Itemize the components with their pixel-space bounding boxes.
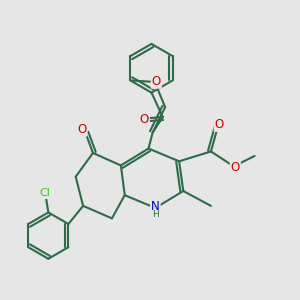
- Text: O: O: [231, 161, 240, 174]
- Text: O: O: [214, 118, 224, 131]
- Text: H: H: [153, 210, 159, 219]
- Text: N: N: [151, 200, 160, 213]
- Text: O: O: [152, 75, 161, 88]
- Text: O: O: [140, 113, 149, 127]
- Text: Cl: Cl: [39, 188, 50, 198]
- Text: O: O: [77, 123, 87, 136]
